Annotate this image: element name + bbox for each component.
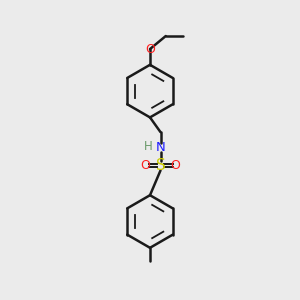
Text: S: S: [156, 158, 165, 173]
Text: O: O: [145, 43, 155, 56]
Text: H: H: [144, 140, 153, 153]
Text: O: O: [140, 159, 150, 172]
Text: O: O: [171, 159, 181, 172]
Text: N: N: [156, 141, 165, 154]
